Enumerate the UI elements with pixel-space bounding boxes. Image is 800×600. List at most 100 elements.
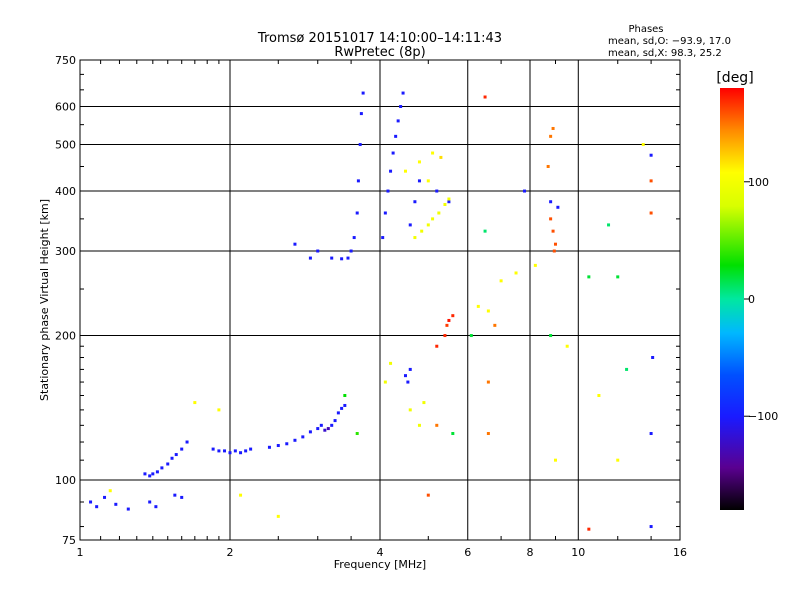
data-point <box>651 355 655 359</box>
data-point <box>447 200 451 204</box>
data-point <box>326 427 330 431</box>
data-point <box>616 458 620 462</box>
data-point <box>493 323 497 327</box>
x-tick-label: 6 <box>464 546 471 559</box>
data-point <box>447 318 451 322</box>
data-point <box>211 447 215 451</box>
data-point <box>356 179 360 183</box>
colorbar-ticks: 100 0 −100 <box>744 176 778 423</box>
data-point <box>155 470 159 474</box>
y-tick-label: 75 <box>62 534 76 547</box>
data-point <box>316 249 320 253</box>
data-point <box>239 493 243 497</box>
data-point <box>587 527 591 531</box>
data-point <box>649 211 653 215</box>
data-point <box>486 432 490 436</box>
data-point <box>422 401 426 405</box>
data-point <box>103 495 107 499</box>
data-point <box>443 334 447 338</box>
data-point <box>352 236 356 240</box>
x-tick-label: 16 <box>673 546 687 559</box>
x-tick-label: 4 <box>377 546 384 559</box>
data-point <box>649 525 653 529</box>
data-point <box>551 126 555 130</box>
data-point <box>399 105 403 109</box>
data-point <box>333 419 337 423</box>
data-point <box>476 304 480 308</box>
data-point <box>426 179 430 183</box>
data-point <box>553 242 557 246</box>
data-point <box>308 256 312 260</box>
data-point <box>649 432 653 436</box>
data-point <box>431 151 435 155</box>
phases-x-mean: mean, sd,X: 98.3, 25.2 <box>608 48 722 59</box>
data-point <box>166 462 170 466</box>
data-point <box>439 155 443 159</box>
data-point <box>523 189 527 193</box>
data-point <box>193 401 197 405</box>
data-point <box>546 164 550 168</box>
data-point <box>323 428 327 432</box>
data-point <box>180 447 184 451</box>
data-point <box>308 430 312 434</box>
data-point <box>293 438 297 442</box>
data-point <box>445 323 449 327</box>
data-point <box>549 134 553 138</box>
data-point <box>267 445 271 449</box>
data-point <box>437 211 441 215</box>
data-point <box>549 334 553 338</box>
data-point <box>355 432 359 436</box>
data-point <box>217 408 221 412</box>
data-point <box>483 95 487 99</box>
data-point <box>607 223 611 227</box>
data-point <box>359 112 363 116</box>
data-point <box>417 423 421 427</box>
data-point <box>276 444 280 448</box>
data-point <box>551 229 555 233</box>
data-point <box>413 200 417 204</box>
data-point <box>499 279 503 283</box>
data-point <box>108 489 112 493</box>
y-tick-label: 500 <box>55 139 76 152</box>
data-point <box>408 223 412 227</box>
data-point <box>126 507 130 511</box>
data-point <box>301 435 305 439</box>
data-point <box>343 403 347 407</box>
data-point <box>180 495 184 499</box>
data-point <box>408 367 412 371</box>
data-point <box>244 449 248 453</box>
data-point <box>403 169 407 173</box>
colorbar-label: [deg] <box>716 70 753 86</box>
data-point <box>151 472 155 476</box>
data-point <box>625 367 629 371</box>
data-point <box>401 91 405 95</box>
data-point <box>389 169 393 173</box>
data-point <box>549 200 553 204</box>
data-point <box>514 271 518 275</box>
data-point <box>552 249 556 253</box>
data-point <box>587 275 591 279</box>
data-point <box>533 263 537 267</box>
data-point <box>394 134 398 138</box>
phases-o-mean: mean, sd,O: −93.9, 17.0 <box>608 36 731 47</box>
data-point <box>340 257 344 261</box>
data-point <box>358 143 362 147</box>
data-point <box>451 432 455 436</box>
data-point <box>649 179 653 183</box>
colorbar-tick-label: 0 <box>748 293 755 306</box>
data-point <box>114 502 118 506</box>
data-point <box>469 334 473 338</box>
y-tick-label: 100 <box>55 474 76 487</box>
data-point <box>336 411 340 415</box>
data-point <box>285 442 289 446</box>
data-point <box>89 500 93 504</box>
data-point <box>403 374 407 378</box>
data-point <box>556 205 560 209</box>
y-tick-label: 400 <box>55 185 76 198</box>
data-point <box>431 217 435 221</box>
data-point <box>435 189 439 193</box>
phases-heading: Phases <box>628 24 663 35</box>
y-tick-label: 750 <box>55 54 76 67</box>
data-point <box>396 119 400 123</box>
